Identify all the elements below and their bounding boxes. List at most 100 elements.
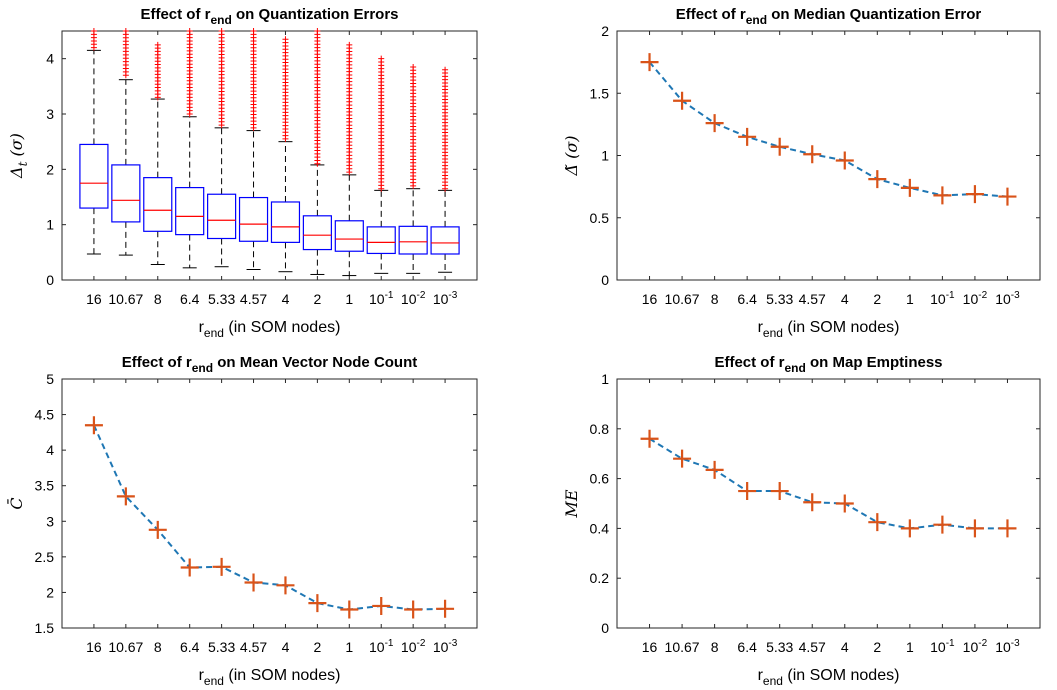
data-point-marker [998, 187, 1017, 206]
outlier-marker [186, 28, 193, 34]
x-tick-label: 10-3 [433, 290, 458, 307]
data-point-marker [965, 519, 984, 538]
iqr-box [207, 193, 237, 240]
outlier-marker [346, 41, 353, 48]
chart-panel-1: 0 1 2 3 4 16 10.67 8 6.4 5.33 4.57 4 2 1 10-1 10-2 10-3 E… [7, 6, 478, 340]
data-point-marker [835, 494, 854, 513]
data-point-marker [803, 145, 822, 164]
x-tick-label: 1 [345, 639, 353, 655]
series-line [649, 437, 1008, 530]
iqr-box [111, 164, 141, 223]
x-tick-label: 8 [711, 639, 719, 655]
y-tick-label: 5 [46, 371, 54, 387]
iqr-box [143, 177, 173, 232]
data-point-marker [900, 178, 919, 197]
data-point-marker [998, 519, 1017, 538]
data-point-marker [640, 53, 659, 72]
x-tick-label: 16 [642, 291, 658, 307]
data-point-marker [148, 520, 167, 539]
outlier-marker [378, 55, 385, 62]
data-point-marker [673, 91, 692, 110]
x-tick-label: 5.33 [208, 639, 235, 655]
y-tick-label: 0.4 [590, 520, 610, 536]
data-point-marker [705, 114, 724, 133]
x-tick-label: 10-1 [930, 638, 955, 655]
x-tick-label: 1 [906, 291, 914, 307]
y-axis-label: Δt (σ) [7, 133, 30, 179]
data-point-marker [803, 493, 822, 512]
x-tick-label: 6.4 [180, 291, 200, 307]
data-point-marker [116, 487, 135, 506]
iqr-box [430, 226, 460, 255]
series-line [93, 424, 446, 611]
iqr-box [398, 225, 428, 255]
y-tick-label: 0.2 [590, 570, 610, 586]
data-point-marker [404, 600, 423, 619]
x-tick-label: 4 [282, 639, 290, 655]
data-point-marker [868, 513, 887, 532]
chart-panel-2: 0 0.5 1 1.5 2 16 10.67 8 6.4 5.33 4.57 4 2 1 10-1 10-2 1… [562, 6, 1041, 340]
x-tick-label: 5.33 [766, 291, 793, 307]
x-tick-label: 16 [86, 639, 102, 655]
x-tick-label: 2 [313, 291, 321, 307]
data-point-marker [770, 482, 789, 501]
series-line [648, 61, 1008, 198]
box-5 [207, 28, 237, 268]
x-tick-label: 4 [282, 291, 290, 307]
x-axis-label: rend (in SOM nodes) [758, 667, 900, 688]
x-tick-label: 16 [86, 291, 102, 307]
box-9 [334, 41, 364, 277]
x-tick-label: 6.4 [737, 639, 757, 655]
y-tick-label: 1.5 [35, 620, 55, 636]
x-tick-label: 4.57 [240, 291, 267, 307]
x-tick-label: 6.4 [180, 639, 200, 655]
data-point-marker [308, 594, 327, 613]
x-tick-label: 10-2 [401, 638, 426, 655]
data-point-marker [276, 576, 295, 595]
outlier-marker [314, 28, 321, 34]
y-tick-label: 1 [601, 371, 609, 387]
y-axis-label: C̄ [5, 497, 26, 509]
y-tick-label: 4 [46, 51, 54, 67]
x-axis-label: rend (in SOM nodes) [758, 319, 900, 340]
box-4 [175, 28, 205, 269]
x-tick-label: 5.33 [766, 639, 793, 655]
box-3 [143, 41, 173, 266]
data-point-marker [900, 519, 919, 538]
y-axis-label: ME [562, 489, 581, 518]
y-tick-label: 2 [46, 584, 54, 600]
y-tick-label: 0 [601, 620, 609, 636]
x-tick-label: 2 [313, 639, 321, 655]
x-tick-label: 10.67 [108, 291, 143, 307]
y-tick-label: 3.5 [35, 478, 55, 494]
data-point-marker [933, 515, 952, 534]
axes-frame [61, 378, 478, 629]
iqr-box [175, 186, 205, 236]
box-2 [111, 28, 141, 256]
outlier-marker [154, 41, 161, 48]
y-tick-label: 2 [46, 161, 54, 177]
x-tick-label: 10-1 [930, 290, 955, 307]
chart-panel-4: 0 0.2 0.4 0.6 0.8 1 16 10.67 8 6.4 5.33 4.57 4 2 1 10-1… [562, 354, 1041, 688]
chart-title: Effect of rend on Quantization Errors [140, 6, 398, 27]
y-tick-label: 0 [601, 272, 609, 288]
x-tick-label: 4 [841, 291, 849, 307]
y-axis-label: Δ̃ (σ) [562, 135, 581, 176]
x-tick-label: 5.33 [208, 291, 235, 307]
data-point-marker [738, 482, 757, 501]
iqr-box [302, 215, 332, 251]
x-tick-label: 10-3 [995, 290, 1020, 307]
data-point-marker [770, 137, 789, 156]
x-tick-label: 10-2 [963, 638, 988, 655]
x-tick-label: 4.57 [799, 639, 826, 655]
chart-panel-3: 1.5 2 2.5 3 3.5 4 4.5 5 16 10.67 8 6.4 5.33 4.57 4 2 1 10… [5, 354, 478, 688]
x-tick-label: 10-1 [369, 290, 394, 307]
x-tick-label: 10.67 [665, 291, 700, 307]
x-tick-label: 1 [345, 291, 353, 307]
data-point-marker [372, 596, 391, 615]
y-tick-label: 0.6 [590, 471, 610, 487]
outlier-marker [250, 28, 257, 34]
chart-title: Effect of rend on Mean Vector Node Count [122, 354, 418, 375]
box-11 [398, 63, 428, 274]
